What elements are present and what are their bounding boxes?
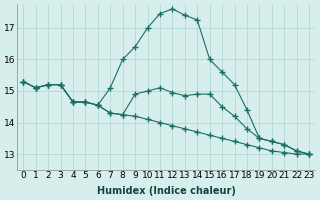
X-axis label: Humidex (Indice chaleur): Humidex (Indice chaleur) (97, 186, 236, 196)
